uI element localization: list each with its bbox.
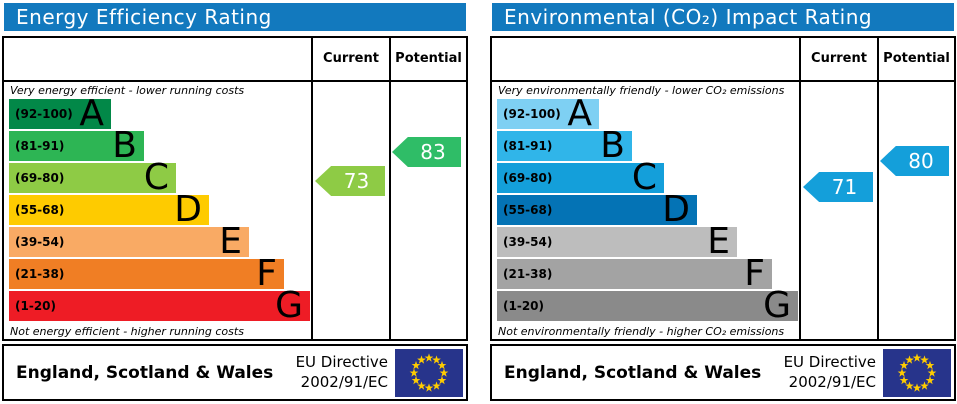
band-range: (1-20) bbox=[503, 299, 544, 313]
top-caption: Very energy efficient - lower running co… bbox=[10, 84, 245, 97]
band-letter: B bbox=[112, 125, 137, 166]
current-column-divider bbox=[799, 38, 801, 339]
bottom-caption: Not energy efficient - higher running co… bbox=[10, 325, 244, 338]
band-letter: B bbox=[600, 125, 625, 166]
band-row-b: (81-91) B bbox=[9, 125, 144, 166]
region-label: England, Scotland & Wales bbox=[504, 362, 762, 383]
band-letter: D bbox=[174, 189, 202, 230]
current-rating-value: 71 bbox=[831, 175, 858, 199]
band-row-e: (39-54) E bbox=[497, 221, 737, 262]
potential-column-header: Potential bbox=[883, 51, 950, 66]
band-range: (81-91) bbox=[503, 139, 553, 153]
environmental-impact-table: Current Potential Very environmentally f… bbox=[490, 36, 956, 341]
band-letter: G bbox=[763, 285, 791, 326]
current-rating-arrow: 73 bbox=[315, 166, 385, 196]
band-range: (92-100) bbox=[15, 107, 73, 121]
band-letter: F bbox=[744, 253, 765, 294]
band-letter: A bbox=[567, 93, 592, 134]
environmental-impact-footer: England, Scotland & Wales EU Directive 2… bbox=[490, 344, 956, 401]
band-range: (39-54) bbox=[503, 235, 553, 249]
band-range: (69-80) bbox=[503, 171, 553, 185]
band-range: (55-68) bbox=[15, 203, 65, 217]
band-row-c: (69-80) C bbox=[497, 157, 664, 198]
band-range: (39-54) bbox=[15, 235, 65, 249]
current-column-divider bbox=[311, 38, 313, 339]
band-row-a: (92-100) A bbox=[9, 93, 111, 134]
potential-column-divider bbox=[877, 38, 879, 339]
header-row-divider bbox=[492, 80, 954, 82]
band-letter: G bbox=[275, 285, 303, 326]
current-rating-value: 73 bbox=[343, 169, 370, 193]
region-label: England, Scotland & Wales bbox=[16, 362, 274, 383]
band-row-f: (21-38) F bbox=[9, 253, 284, 294]
potential-rating-value: 83 bbox=[420, 140, 446, 164]
potential-rating-arrow: 80 bbox=[880, 146, 949, 176]
band-row-d: (55-68) D bbox=[9, 189, 209, 230]
potential-column-divider bbox=[389, 38, 391, 339]
band-letter: C bbox=[631, 157, 657, 198]
potential-column-header: Potential bbox=[395, 51, 462, 66]
band-range: (21-38) bbox=[503, 267, 553, 281]
band-row-a: (92-100) A bbox=[497, 93, 599, 134]
energy-efficiency-panel: Energy Efficiency Rating Current Potenti… bbox=[2, 3, 470, 401]
eu-flag-icon bbox=[883, 348, 951, 397]
eu-directive-label: EU Directive 2002/91/EC bbox=[295, 353, 388, 391]
eu-directive-label: EU Directive 2002/91/EC bbox=[783, 353, 876, 391]
band-row-c: (69-80) C bbox=[9, 157, 176, 198]
top-caption: Very environmentally friendly - lower CO… bbox=[498, 84, 785, 97]
energy-efficiency-title: Energy Efficiency Rating bbox=[4, 3, 466, 31]
band-range: (1-20) bbox=[15, 299, 56, 313]
environmental-impact-panel: Environmental (CO₂) Impact Rating Curren… bbox=[490, 3, 957, 401]
potential-rating-value: 80 bbox=[908, 149, 934, 173]
eu-flag-icon bbox=[395, 348, 463, 397]
band-row-b: (81-91) B bbox=[497, 125, 632, 166]
current-column-header: Current bbox=[811, 51, 867, 66]
band-range: (92-100) bbox=[503, 107, 561, 121]
band-letter: F bbox=[256, 253, 277, 294]
current-column-header: Current bbox=[323, 51, 379, 66]
band-row-g: (1-20) G bbox=[497, 285, 798, 326]
band-row-g: (1-20) G bbox=[9, 285, 310, 326]
band-range: (55-68) bbox=[503, 203, 553, 217]
band-range: (69-80) bbox=[15, 171, 65, 185]
band-letter: C bbox=[143, 157, 169, 198]
band-row-d: (55-68) D bbox=[497, 189, 697, 230]
band-range: (21-38) bbox=[15, 267, 65, 281]
current-rating-arrow: 71 bbox=[803, 172, 873, 202]
band-letter: E bbox=[219, 221, 242, 262]
band-row-f: (21-38) F bbox=[497, 253, 772, 294]
band-letter: D bbox=[662, 189, 690, 230]
band-letter: A bbox=[79, 93, 104, 134]
environmental-impact-title: Environmental (CO₂) Impact Rating bbox=[492, 3, 954, 31]
header-row-divider bbox=[4, 80, 466, 82]
band-letter: E bbox=[707, 221, 730, 262]
bottom-caption: Not environmentally friendly - higher CO… bbox=[498, 325, 785, 338]
band-row-e: (39-54) E bbox=[9, 221, 249, 262]
potential-rating-arrow: 83 bbox=[392, 137, 461, 167]
band-range: (81-91) bbox=[15, 139, 65, 153]
energy-efficiency-footer: England, Scotland & Wales EU Directive 2… bbox=[2, 344, 468, 401]
energy-efficiency-table: Current Potential Very energy efficient … bbox=[2, 36, 468, 341]
